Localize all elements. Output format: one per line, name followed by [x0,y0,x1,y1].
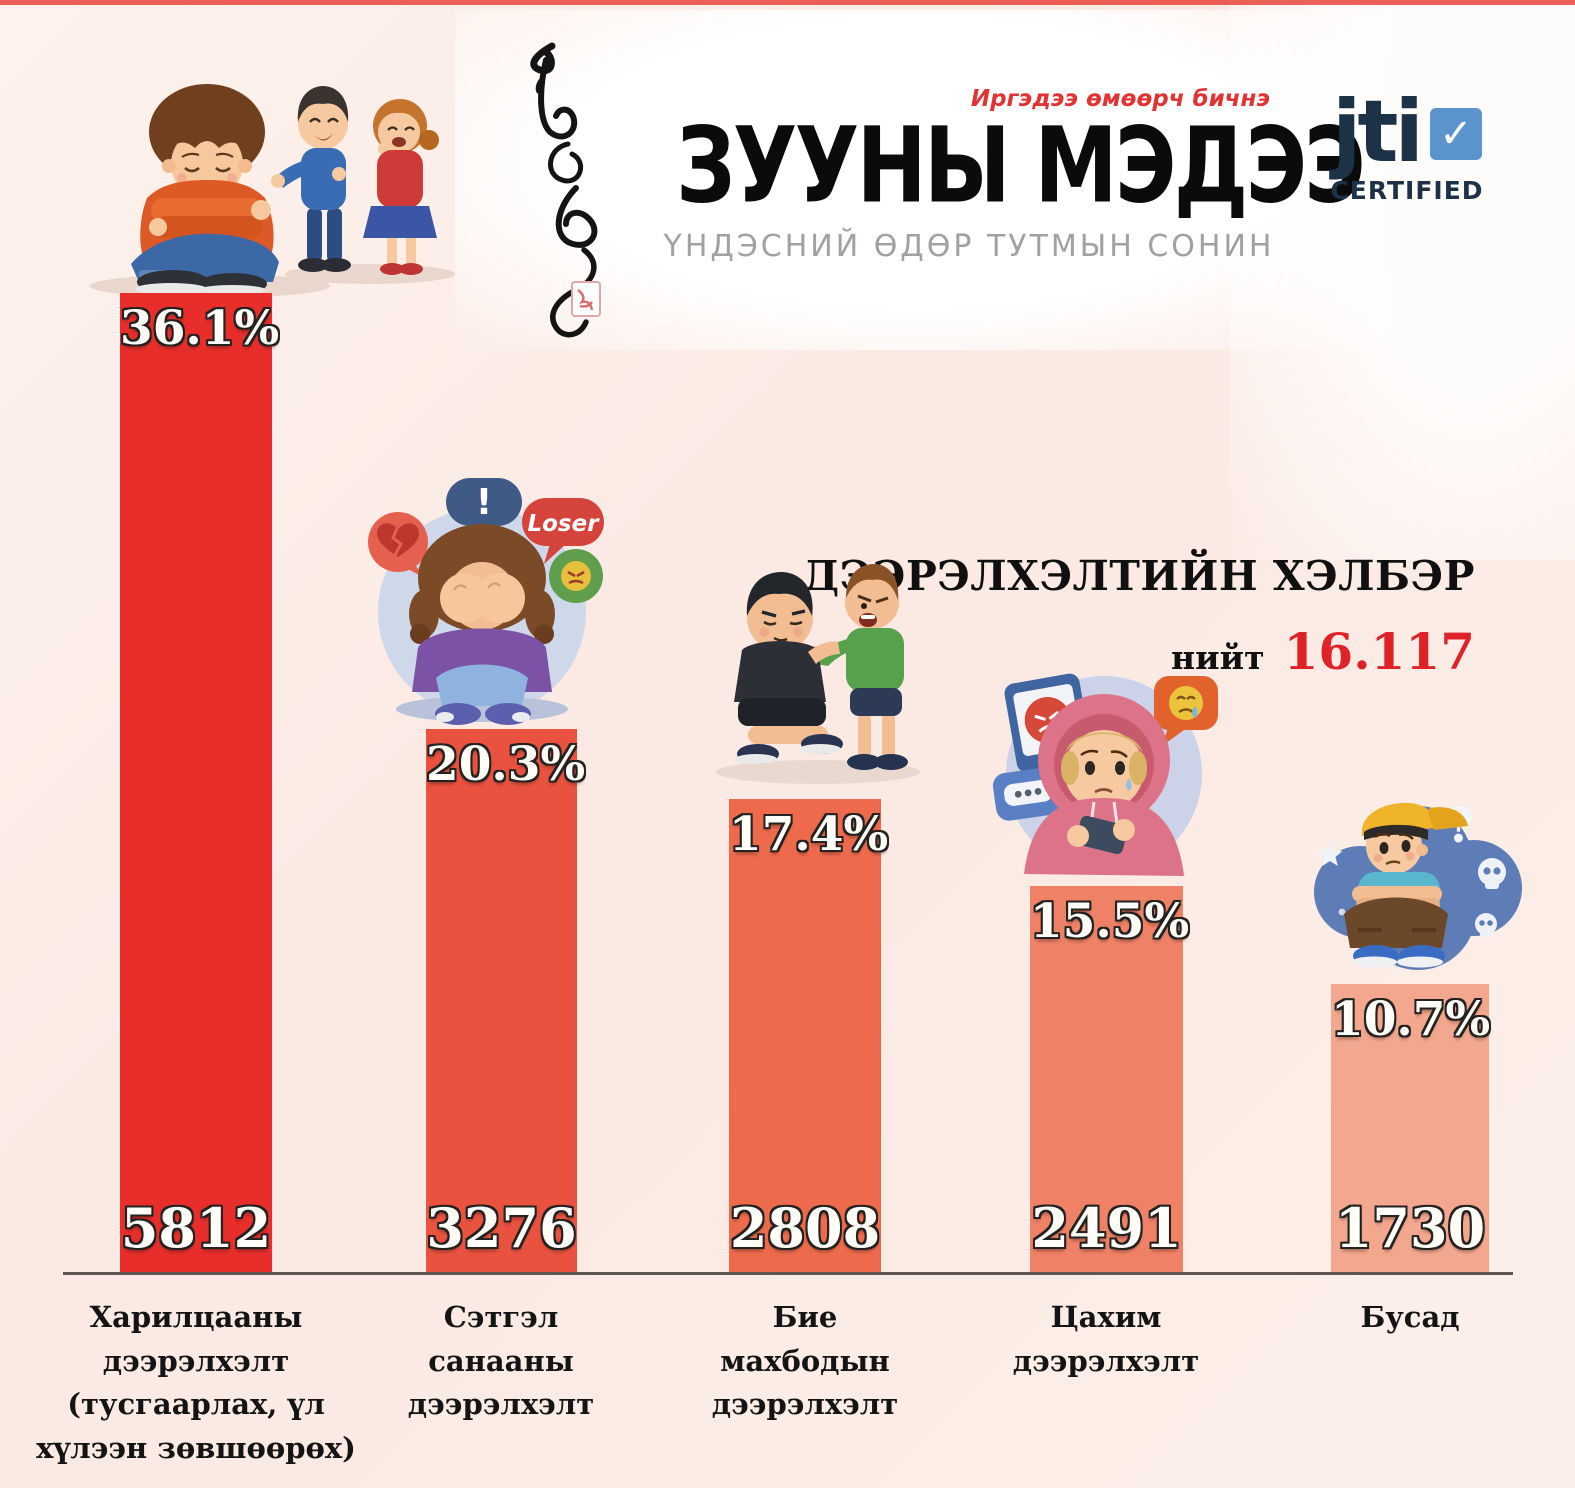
angry-emoji-bubble [549,549,603,603]
category-label: Бусад [1360,1300,1460,1334]
jti-certified-logo: jti ✓ CERTIFIED [1322,82,1492,205]
illustration-cyber-bullying [992,673,1218,876]
x-axis-line [63,1272,1513,1275]
bar-percent-label: 36.1% [120,301,280,356]
masthead-subtitle: ҮНДЭСНИЙ ӨДӨР ТУТМЫН СОНИН [663,229,1275,264]
masthead-block: Иргэдээ өмөөрч бичнэ ЗУУНЫ МЭДЭЭ ҮНДЭСНИ… [638,86,1366,264]
masthead-slogan: Иргэдээ өмөөрч бичнэ [970,86,1270,112]
exclamation-mark: ! [476,482,492,523]
corner-background-patch [1230,0,1575,560]
bar-percent-label: 10.7% [1331,992,1491,1047]
whispering-girl [363,99,439,275]
bar-emotional: 20.3% 3276 [426,729,586,1274]
skull-icon-small [1475,913,1497,938]
bar-value-label: 1730 [1334,1196,1486,1260]
jti-certified-label: CERTIFIED [1330,175,1484,205]
red-seal-stamp [571,281,601,317]
jti-wordmark: jti [1331,82,1424,182]
bar-percent-label: 15.5% [1030,894,1190,949]
bar-social: 36.1% 5812 [120,293,280,1274]
category-label: Сэтгэл санааны дээрэлхэлт [407,1300,595,1421]
total-value: 16.117 [1283,622,1475,681]
illustration-emotional-bullying: ! Loser [368,478,604,725]
illustration-other-bullying: ? [1314,798,1522,970]
sad-boy-with-cap [1344,802,1468,968]
crying-girl [409,524,555,725]
bar-percent-label: 20.3% [426,737,586,792]
jti-check-icon: ✓ [1430,108,1483,160]
broken-heart-bubble [368,512,428,580]
bar-percent-label: 17.4% [729,807,889,862]
bar-value-label: 5812 [120,1196,272,1260]
bar-cyber: 15.5% 2491 [1030,886,1190,1274]
total-label: нийт [1170,638,1265,677]
category-label: Харилцааны дээрэлхэлт (тусгаарлах, үл хү… [36,1300,356,1465]
chart-title: ДЭЭРЭЛХЭЛТИЙН ХЭЛБЭР [802,552,1475,600]
skull-icon [1478,858,1506,889]
laughing-boy [271,86,351,272]
girl-with-phone [1024,694,1184,876]
illustration-social-bullying [90,84,455,298]
illustration-physical-bullying [716,564,920,784]
category-label: Цахим дээрэлхэлт [1012,1300,1200,1378]
bar-other: 10.7% 1730 [1331,984,1491,1274]
sad-boy [131,84,279,295]
top-red-strip [0,0,1575,5]
sad-emoji-bubble [1154,676,1218,746]
bar-value-label: 3276 [426,1196,577,1260]
bar-physical: 17.4% 2808 [729,799,889,1274]
loser-text: Loser [527,511,600,537]
mongolian-script-calligraphy [530,42,601,338]
loser-bubble: Loser [522,498,604,564]
masthead-title: ЗУУНЫ МЭДЭЭ [676,105,1366,226]
category-label: Бие махбодын дээрэлхэлт [711,1300,899,1421]
chart-title-block: ДЭЭРЭЛХЭЛТИЙН ХЭЛБЭР нийт 16.117 [803,552,1475,681]
bar-value-label: 2491 [1031,1196,1182,1260]
bar-value-label: 2808 [729,1196,881,1260]
sitting-victim-boy [734,572,843,764]
star-icon [1317,842,1343,866]
